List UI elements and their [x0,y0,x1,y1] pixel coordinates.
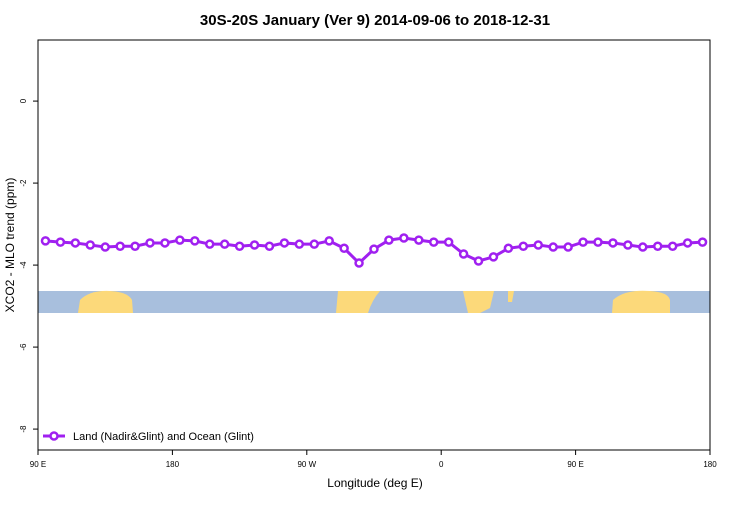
data-point [70,238,81,248]
data-point [204,239,215,249]
data-point [518,241,529,251]
data-point [190,236,200,246]
data-point [234,241,245,251]
x-tick-label: 180 [166,460,180,469]
data-point [130,241,140,251]
chart-title: 30S-20S January (Ver 9) 2014-09-06 to 20… [200,12,550,29]
data-point [593,237,603,247]
data-point [219,239,230,249]
x-tick-label: 90 E [30,460,46,469]
data-point [145,238,155,248]
data-point [563,242,573,252]
data-point [384,235,394,245]
data-point [175,235,185,245]
x-tick-label: 90 E [567,460,583,469]
x-tick-label: 0 [439,460,444,469]
data-point [638,242,648,252]
x-axis-label: Longitude (deg E) [327,476,422,490]
data-point [623,240,633,250]
data-point [548,242,558,252]
data-point [608,238,618,248]
data-point [443,237,454,247]
legend-label: Land (Nadir&Glint) and Ocean (Glint) [73,431,254,443]
data-point [324,236,334,246]
y-tick-label: -2 [19,179,28,187]
data-point [533,240,544,250]
data-point [100,242,110,252]
data-point [473,256,484,266]
land [463,291,494,313]
data-point [264,241,275,251]
land [508,291,514,302]
data-point [369,244,379,254]
y-tick-label: -8 [19,425,28,433]
ocean-band [38,291,710,313]
y-tick-label: -4 [19,261,28,269]
legend-marker [49,431,59,441]
land-ocean-strip [38,290,710,313]
data-point [697,237,708,247]
data-point [458,249,469,259]
data-point [249,240,260,250]
land [78,290,133,313]
data-point [279,238,290,248]
data-point [399,233,409,243]
data-point [667,241,678,251]
y-axis-label: XCO2 - MLO trend (ppm) [3,178,17,313]
data-point [339,243,349,254]
data-point [55,237,66,247]
data-point [309,239,320,249]
plot-frame [37,39,711,451]
data-point [682,238,693,248]
land [612,290,670,313]
data-point [578,237,588,247]
x-tick-label: 180 [703,460,717,469]
data-point [85,240,96,250]
data-point [428,237,439,247]
data-point [40,236,51,246]
y-tick-label: -6 [19,343,28,351]
data-point [488,252,499,262]
data-point [503,243,514,254]
data-point [115,241,125,251]
data-point [652,241,663,251]
x-tick-label: 90 W [297,460,316,469]
y-tick-label: 0 [19,98,28,103]
data-point [294,239,305,249]
data-point [354,258,364,268]
land [336,291,380,313]
data-point [160,238,170,248]
data-point [414,235,424,245]
